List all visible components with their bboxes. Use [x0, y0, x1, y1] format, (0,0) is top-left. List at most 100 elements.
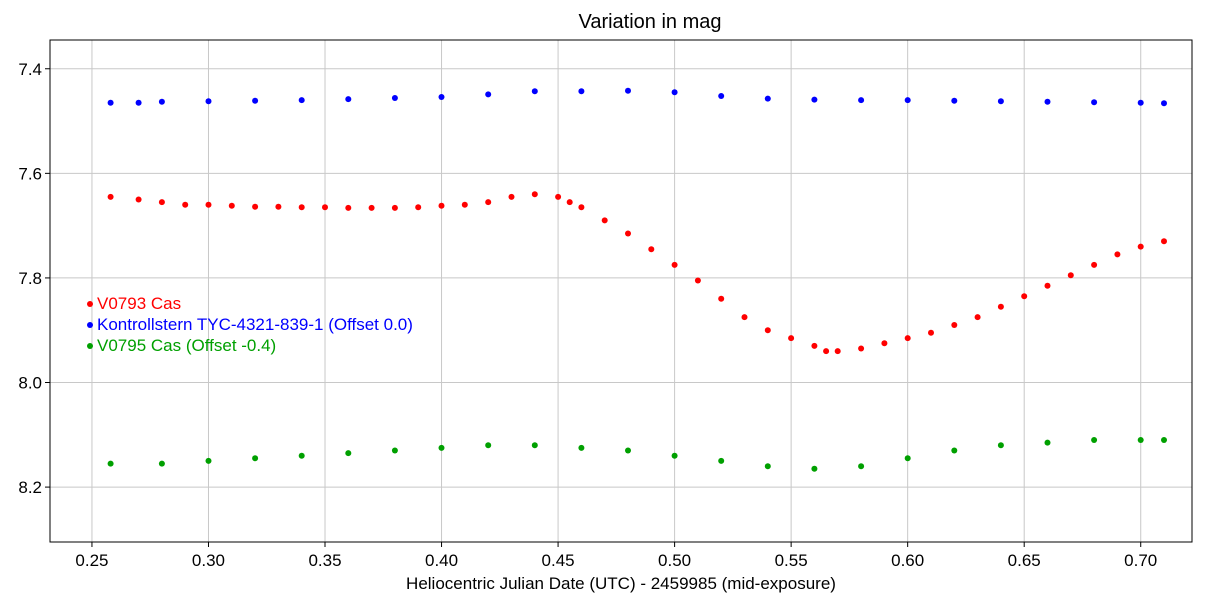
- data-point: [252, 455, 259, 462]
- data-point: [298, 97, 305, 104]
- data-point: [764, 327, 771, 334]
- series-2-points: [107, 437, 1167, 472]
- data-point: [858, 345, 865, 352]
- data-point: [764, 463, 771, 470]
- data-point: [625, 87, 631, 94]
- legend: V0793 Cas Kontrollstern TYC-4321-839-1 (O…: [87, 294, 413, 355]
- data-point: [107, 193, 114, 200]
- data-point: [1091, 99, 1098, 106]
- data-point: [741, 314, 748, 321]
- x-tick-label: 0.55: [775, 551, 808, 570]
- data-point: [135, 99, 142, 106]
- plot-frame: [49, 39, 1193, 543]
- series-1-points: [107, 87, 1167, 107]
- data-point: [275, 203, 282, 210]
- legend-entry-label: Kontrollstern TYC-4321-839-1 (Offset 0.0…: [97, 315, 413, 334]
- data-point: [228, 202, 235, 209]
- data-point: [182, 201, 189, 208]
- data-point: [1161, 437, 1167, 443]
- data-point: [1044, 439, 1051, 446]
- data-point: [904, 335, 911, 342]
- x-tick-label: 0.30: [192, 551, 225, 570]
- chart-title: Variation in mag: [578, 11, 721, 33]
- data-point: [951, 322, 958, 328]
- legend-marker: [87, 322, 93, 328]
- data-point: [391, 204, 398, 211]
- data-point: [485, 199, 492, 206]
- data-point: [158, 460, 165, 467]
- data-point: [438, 94, 445, 100]
- data-point: [345, 96, 352, 103]
- x-tick-label: 0.65: [1008, 551, 1041, 570]
- y-tick-label: 8.2: [18, 478, 42, 497]
- x-tick-label: 0.50: [658, 551, 691, 570]
- data-point: [1044, 282, 1051, 289]
- data-point: [555, 193, 562, 200]
- y-tick-label: 8.0: [18, 374, 42, 393]
- y-tick-label: 7.4: [18, 60, 42, 79]
- data-point: [671, 261, 678, 268]
- data-point: [578, 204, 585, 211]
- data-point: [107, 99, 114, 106]
- data-point: [531, 442, 538, 449]
- data-points: [107, 87, 1167, 472]
- data-point: [928, 329, 934, 336]
- data-point: [648, 246, 655, 253]
- x-tick-label: 0.45: [542, 551, 575, 570]
- data-point: [997, 303, 1004, 310]
- data-point: [107, 460, 114, 467]
- x-tick-label: 0.25: [75, 551, 108, 570]
- x-axis-label: Heliocentric Julian Date (UTC) - 2459985…: [406, 574, 836, 593]
- data-point: [1044, 98, 1051, 105]
- data-point: [718, 93, 725, 99]
- data-point: [823, 348, 830, 355]
- data-point: [438, 202, 445, 209]
- data-point: [485, 91, 492, 98]
- data-point: [764, 95, 771, 102]
- data-point: [345, 450, 352, 457]
- data-point: [904, 455, 911, 462]
- data-point: [788, 335, 795, 342]
- data-point: [811, 342, 818, 349]
- data-point: [252, 97, 259, 104]
- data-point: [531, 88, 538, 95]
- data-point: [1137, 99, 1144, 106]
- data-point: [158, 98, 165, 105]
- legend-entry-label: V0795 Cas (Offset -0.4): [97, 336, 276, 355]
- data-point: [974, 314, 981, 321]
- data-point: [718, 457, 725, 464]
- data-point: [391, 447, 398, 454]
- data-point: [1021, 293, 1028, 300]
- data-point: [1137, 243, 1144, 250]
- data-point: [671, 89, 678, 96]
- data-point: [811, 96, 818, 103]
- data-point: [625, 230, 631, 237]
- data-point: [858, 97, 865, 104]
- data-point: [578, 88, 585, 95]
- data-point: [135, 196, 142, 203]
- x-tick-label: 0.40: [425, 551, 458, 570]
- data-point: [1137, 437, 1144, 443]
- x-tick-label: 0.60: [891, 551, 924, 570]
- legend-entry-label: V0793 Cas: [97, 294, 181, 313]
- data-point: [718, 295, 725, 302]
- data-point: [438, 444, 445, 451]
- legend-marker: [87, 343, 93, 349]
- data-point: [625, 447, 631, 454]
- data-point: [858, 463, 865, 470]
- data-point: [1067, 272, 1074, 279]
- y-tick-label: 7.6: [18, 164, 42, 183]
- data-point: [158, 199, 165, 206]
- data-point: [1091, 437, 1098, 443]
- y-tick-label: 7.8: [18, 269, 42, 288]
- series-0-points: [107, 191, 1167, 355]
- data-point: [1114, 251, 1121, 258]
- data-point: [391, 95, 398, 101]
- data-point: [298, 452, 305, 459]
- data-point: [1161, 238, 1167, 245]
- data-point: [205, 457, 212, 464]
- data-point: [694, 277, 701, 284]
- data-point: [834, 348, 841, 355]
- legend-marker: [87, 301, 93, 307]
- data-point: [951, 447, 958, 454]
